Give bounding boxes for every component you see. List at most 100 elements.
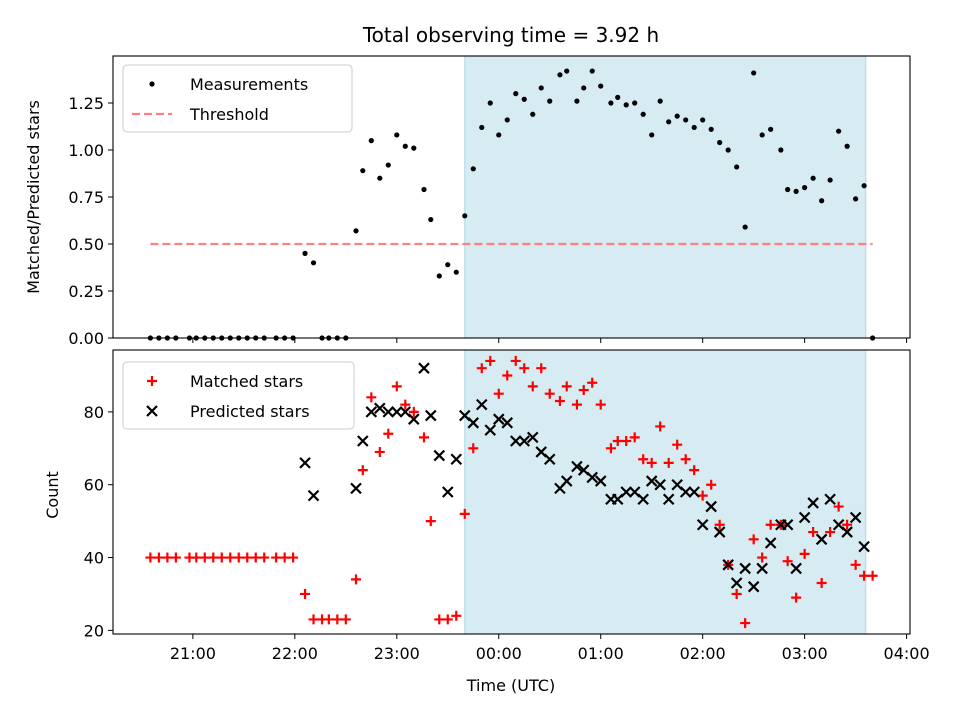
measurement-point — [547, 98, 553, 104]
matched-star-point — [519, 363, 530, 374]
matched-star-point — [587, 377, 598, 388]
measurement-point — [725, 147, 731, 153]
matched-star-point — [242, 552, 253, 563]
matched-star-point — [571, 399, 582, 410]
measurement-point — [557, 72, 563, 78]
predicted-star-point — [543, 453, 556, 466]
measurement-point — [674, 113, 680, 119]
y-tick-label: 0.75 — [68, 188, 104, 207]
matched-star-point — [629, 432, 640, 443]
matched-star-point — [434, 614, 445, 625]
measurement-point — [385, 162, 391, 168]
x-tick-label: 23:00 — [374, 644, 420, 663]
measurement-point — [810, 175, 816, 181]
matched-star-point — [544, 388, 555, 399]
matched-star-point — [199, 552, 210, 563]
predicted-star-point — [450, 453, 463, 466]
predicted-star-point — [781, 518, 794, 531]
measurement-point — [615, 94, 621, 100]
measurement-point — [717, 139, 723, 146]
y-tick-label: 20 — [84, 621, 104, 640]
measurement-point — [487, 100, 493, 106]
matched-star-point — [459, 508, 470, 519]
matched-star-point — [374, 446, 385, 457]
measurement-point — [759, 132, 765, 138]
predicted-star-point — [594, 475, 607, 487]
measurement-point — [785, 186, 791, 193]
matched-star-point — [791, 592, 802, 603]
y-tick-label: 80 — [84, 403, 104, 422]
legend-marker — [149, 81, 155, 87]
predicted-star-point — [418, 362, 430, 374]
measurement-point — [470, 166, 476, 172]
measurement-point — [453, 269, 459, 275]
predicted-star-point — [764, 537, 777, 549]
matched-star-point — [425, 516, 436, 527]
matched-star-point — [621, 436, 632, 447]
x-tick-label: 21:00 — [170, 644, 216, 663]
matched-star-point — [731, 588, 742, 599]
matched-star-point — [250, 552, 261, 563]
predicted-star-point — [382, 406, 395, 418]
legend-box — [122, 64, 353, 133]
measurement-point — [564, 68, 570, 74]
measurement-point — [513, 91, 519, 97]
matched-star-point — [527, 381, 538, 392]
matched-star-point — [782, 556, 793, 567]
measurement-point — [742, 224, 748, 230]
measurement-point — [666, 119, 672, 125]
predicted-star-point — [722, 559, 734, 571]
measurement-point — [574, 98, 580, 104]
x-axis-label: Time (UTC) — [466, 676, 555, 695]
matched-star-point — [468, 443, 479, 454]
legend-label: Matched stars — [190, 372, 303, 391]
measurement-point — [802, 185, 808, 191]
measurement-point — [691, 124, 697, 131]
predicted-star-point — [586, 471, 598, 484]
predicted-star-point — [307, 489, 320, 502]
matched-star-point — [510, 355, 521, 366]
measurement-point — [368, 138, 374, 144]
measurement-point — [844, 143, 850, 149]
measurement-point — [640, 111, 646, 117]
measurement-point — [623, 102, 629, 108]
measurement-point — [598, 83, 604, 89]
matched-star-point — [400, 399, 411, 410]
measurement-point — [310, 260, 317, 266]
matched-star-point — [706, 479, 717, 490]
predicted-star-point — [509, 435, 522, 447]
measurement-point — [538, 85, 544, 91]
matched-star-point — [162, 552, 173, 563]
series-measurements — [147, 68, 876, 341]
legend-box — [122, 361, 355, 430]
matched-star-point — [672, 439, 683, 450]
predicted-star-point — [747, 580, 760, 593]
measurement-point — [649, 132, 655, 138]
matched-star-point — [216, 552, 227, 563]
measurement-point — [530, 111, 536, 117]
measurement-point — [778, 147, 784, 153]
predicted-star-point — [365, 406, 378, 418]
matched-star-point — [288, 552, 299, 563]
matched-star-point — [442, 614, 453, 625]
matched-star-point — [612, 436, 623, 447]
matched-star-point — [391, 381, 402, 392]
legend-marker — [147, 376, 157, 386]
measurement-point — [421, 186, 427, 193]
measurement-point — [836, 128, 842, 134]
matched-star-point — [485, 355, 496, 366]
x-tick-label: 04:00 — [884, 644, 930, 663]
measurement-point — [751, 70, 757, 76]
matched-star-point — [605, 443, 616, 454]
predicted-star-point — [374, 402, 386, 415]
measurement-point — [632, 100, 638, 106]
predicted-star-point — [637, 493, 649, 506]
count-y-axis-label: Count — [43, 471, 62, 519]
matched-star-point — [561, 381, 572, 392]
measurement-point — [411, 145, 417, 151]
measurement-point — [608, 100, 614, 106]
predicted-star-point — [645, 475, 658, 487]
predicted-star-point — [679, 486, 692, 498]
matched-star-point — [867, 570, 878, 581]
matched-star-point — [340, 614, 351, 625]
